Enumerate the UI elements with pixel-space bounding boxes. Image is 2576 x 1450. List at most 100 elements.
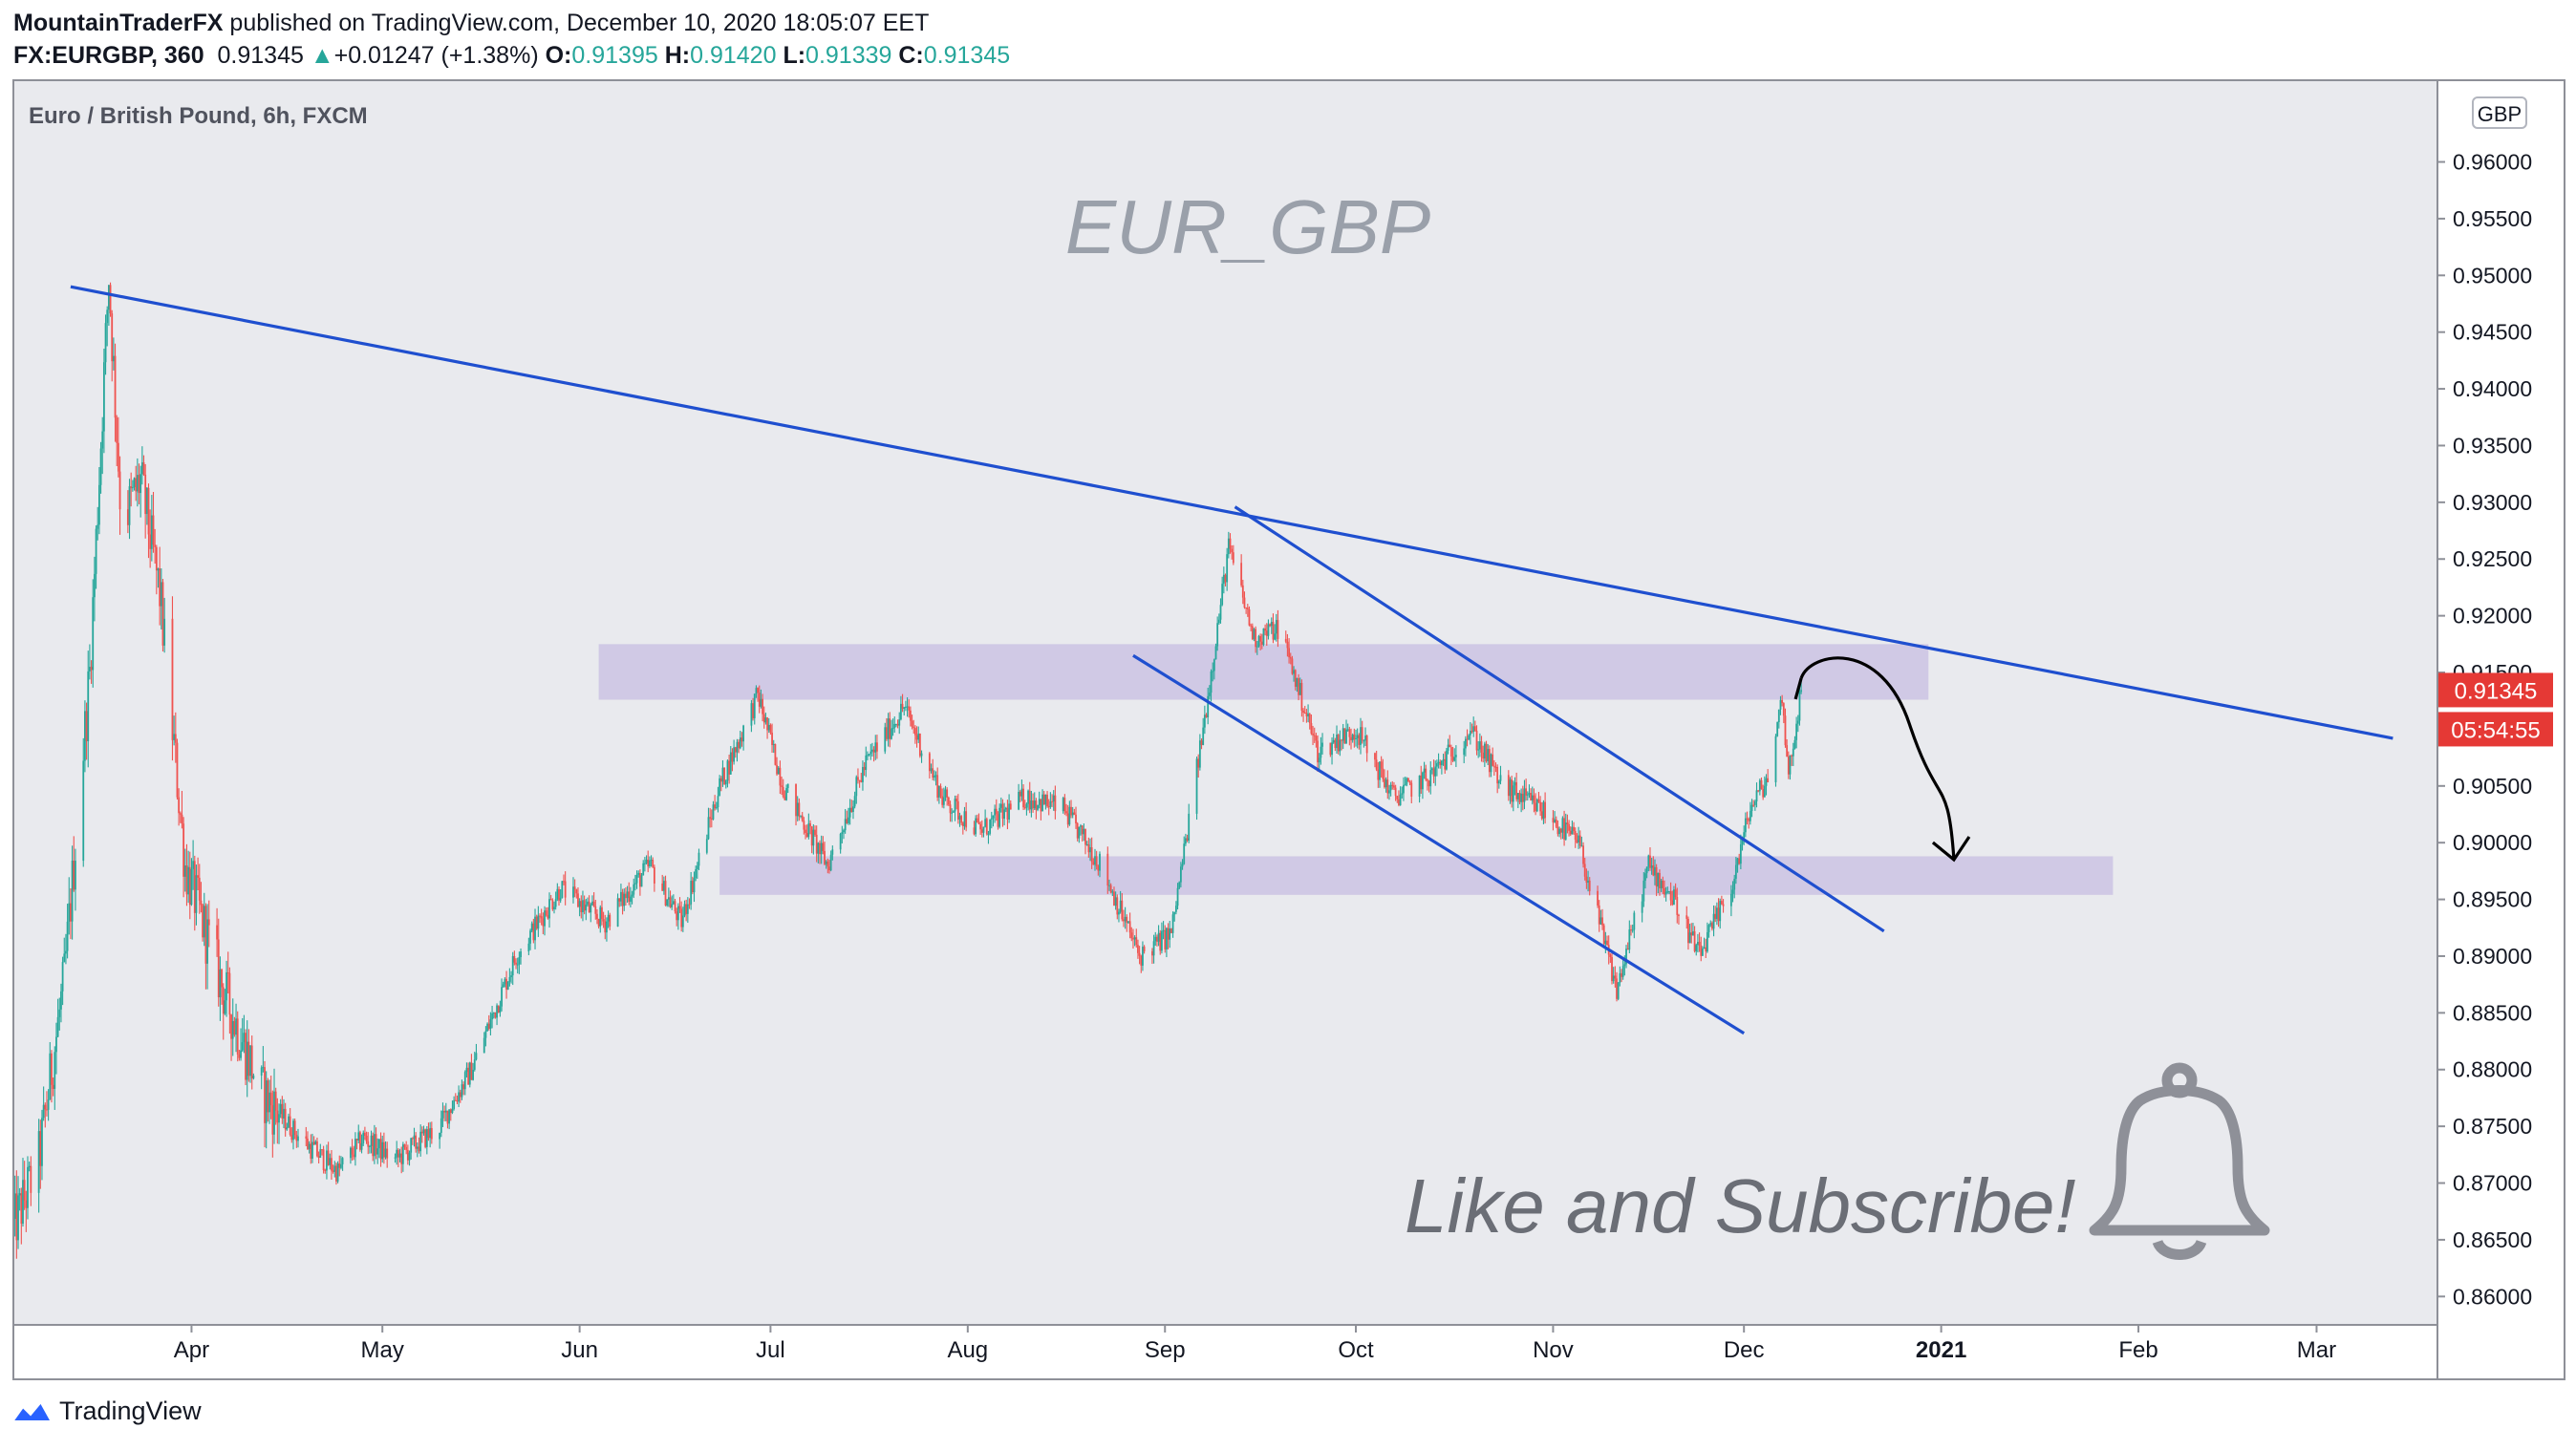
candle (250, 1035, 253, 1090)
candle (1729, 885, 1732, 917)
candle (1221, 576, 1224, 607)
candle (1183, 836, 1186, 865)
candle-body (990, 818, 993, 820)
candle (680, 901, 683, 932)
currency-badge[interactable]: GBP (2472, 96, 2527, 129)
candle-body (1719, 901, 1722, 922)
candle (1310, 714, 1313, 736)
plot-area[interactable] (13, 80, 2436, 1324)
candle (650, 855, 653, 867)
candle-body (37, 1131, 40, 1193)
candle (377, 1139, 380, 1159)
candle-body (351, 1147, 354, 1155)
candle-body (594, 906, 597, 914)
candle (871, 742, 873, 757)
candle (901, 693, 904, 713)
candle-body (354, 1139, 356, 1158)
trendline-3[interactable] (1132, 653, 1746, 1035)
candle (1739, 834, 1742, 870)
candle-body (917, 733, 920, 740)
candle (1511, 776, 1513, 808)
candle (1563, 810, 1565, 846)
candle (1555, 816, 1557, 829)
price-tick-label: 0.88500 (2453, 1000, 2532, 1025)
candle-body (954, 799, 956, 812)
candle (630, 886, 632, 907)
candle-body (1166, 928, 1168, 949)
candle (236, 1011, 239, 1062)
candle-body (973, 827, 976, 835)
candle (1291, 655, 1294, 675)
candle (653, 864, 655, 892)
candle (271, 1090, 274, 1158)
candle (289, 1108, 291, 1137)
candle-body (1463, 748, 1466, 756)
candle-body (1580, 845, 1583, 847)
candle-body (109, 285, 112, 314)
candle-body (1307, 714, 1309, 716)
candle (1300, 679, 1303, 717)
candle (1509, 777, 1512, 804)
candle (219, 956, 222, 1021)
candle (216, 907, 218, 957)
candle-body (63, 953, 66, 963)
candle-body (640, 875, 643, 887)
candle (1604, 931, 1607, 953)
candle (1259, 633, 1262, 650)
candle-body (1515, 781, 1518, 800)
trendline-2[interactable] (1234, 505, 1885, 933)
candle-body (1025, 803, 1028, 808)
candle-body (187, 866, 190, 895)
candle (736, 738, 739, 762)
candle-body (1428, 780, 1430, 787)
candle-body (930, 768, 933, 772)
candle-body (126, 509, 129, 525)
candle-body (274, 1091, 277, 1111)
candle-body (1611, 956, 1613, 982)
tradingview-logo[interactable]: TradingView (11, 1397, 202, 1426)
candle (116, 415, 118, 467)
candle-body (795, 783, 797, 817)
candle-body (459, 1092, 462, 1098)
time-tick-label: Sep (1145, 1337, 1186, 1363)
author-name[interactable]: MountainTraderFX (13, 10, 224, 36)
candle-body (305, 1136, 308, 1140)
trendlines (70, 285, 2394, 1035)
candle (87, 650, 90, 768)
candle (311, 1133, 313, 1163)
candle (942, 787, 945, 809)
candle (252, 1073, 255, 1080)
candle (15, 1170, 18, 1259)
candle (401, 1141, 404, 1172)
candle (1178, 881, 1181, 890)
trendline-1[interactable] (70, 285, 2394, 740)
candle-body (1317, 740, 1319, 763)
candle-body (101, 431, 104, 449)
candle (441, 1102, 444, 1127)
candle-body (1722, 904, 1725, 906)
candle-body (944, 789, 947, 798)
candle (539, 913, 541, 924)
candle (621, 888, 624, 915)
candle-body (1106, 853, 1109, 886)
candle-body (1702, 949, 1704, 956)
zone-1[interactable] (598, 644, 1929, 700)
candle-body (1404, 784, 1406, 786)
candle (1625, 945, 1627, 969)
time-axis[interactable]: Apr May Jun Jul Aug Sep Oct Nov Dec 2021 Feb Mar (174, 1325, 2336, 1363)
candle-body (1246, 608, 1249, 609)
candle-body (51, 1053, 53, 1085)
candle-body (1798, 692, 1801, 721)
candle-body (1537, 799, 1540, 802)
candle (947, 796, 950, 806)
candle (195, 864, 198, 926)
candle (1422, 771, 1424, 800)
candle (440, 1110, 442, 1138)
symbol-label[interactable]: FX:EURGBP, 360 (13, 42, 204, 69)
zone-2[interactable] (719, 856, 2114, 895)
candle (544, 906, 546, 936)
candle-body (893, 724, 896, 729)
candle (674, 899, 676, 914)
candle (1445, 748, 1448, 771)
